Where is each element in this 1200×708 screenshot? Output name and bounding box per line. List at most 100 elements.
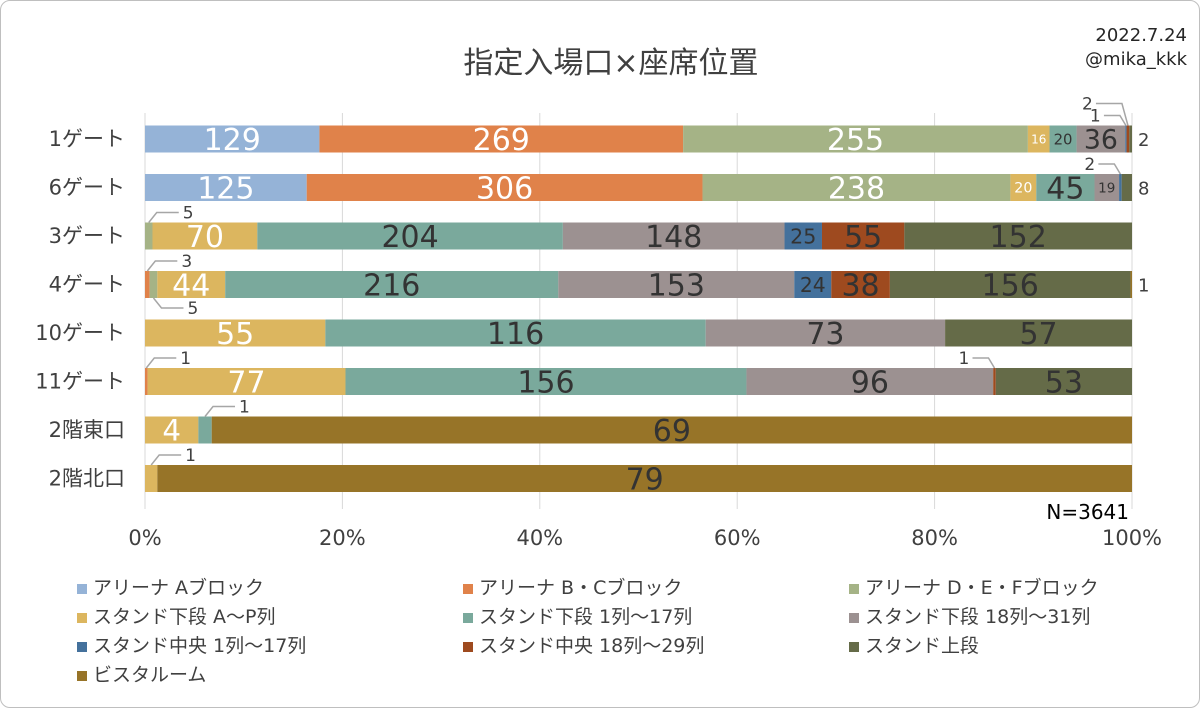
x-tick-label: 40% <box>516 526 563 550</box>
legend-label: アリーナ B・Cブロック <box>479 576 682 599</box>
chart-author: @mika_kkk <box>1085 49 1188 70</box>
data-label: 255 <box>827 123 884 158</box>
y-category-label: 4ゲート <box>49 273 125 297</box>
bar-segment <box>145 319 326 347</box>
legend-label: スタンド下段 A～P列 <box>93 606 276 628</box>
data-label: 306 <box>476 171 533 206</box>
bar-segment <box>145 271 150 298</box>
data-label: 25 <box>790 224 816 248</box>
x-tick-label: 60% <box>714 526 761 550</box>
legend-label: スタンド上段 <box>865 635 979 657</box>
data-label: 269 <box>473 123 530 158</box>
bar-segment <box>702 174 1011 201</box>
bar-segment <box>562 222 785 250</box>
leader-line <box>1095 102 1129 126</box>
bar-segment <box>945 319 1132 347</box>
x-tick-label: 100% <box>1102 526 1162 550</box>
legend-label: スタンド中央 1列～17列 <box>93 635 306 657</box>
legend-swatch <box>77 584 87 594</box>
legend-label: スタンド下段 18列～31列 <box>865 606 1090 628</box>
data-label: 38 <box>841 268 879 303</box>
legend-label: アリーナ Aブロック <box>93 576 264 599</box>
data-label: 216 <box>363 268 420 303</box>
data-label: 73 <box>806 317 844 352</box>
bar-segment <box>1010 174 1037 201</box>
bar-segment <box>157 271 226 298</box>
data-label: 45 <box>1046 171 1084 206</box>
legend-swatch <box>849 642 859 652</box>
bar-segment <box>705 319 946 347</box>
bar-segment <box>149 271 158 298</box>
data-label: 79 <box>626 462 664 497</box>
bar-segment <box>306 174 703 201</box>
data-label: 2 <box>1138 130 1149 151</box>
data-label: 5 <box>187 299 198 319</box>
bar-segment <box>993 368 996 395</box>
bar-segment <box>145 174 307 201</box>
data-label: 19 <box>1098 180 1115 196</box>
data-label: 53 <box>1045 365 1083 400</box>
bar-segment <box>558 271 795 298</box>
leader-line <box>204 405 236 417</box>
legend-swatch <box>463 642 473 652</box>
data-label: 55 <box>844 220 882 255</box>
legend-swatch <box>849 613 859 623</box>
total-count-label: N=3641 <box>1046 500 1129 524</box>
bar-segment <box>345 368 747 395</box>
data-label: 1 <box>185 446 196 466</box>
y-category-label: 10ゲート <box>35 321 125 345</box>
bar-segment <box>1119 174 1122 201</box>
data-label: 116 <box>487 317 544 352</box>
legend-label: スタンド下段 1列～17列 <box>479 606 692 628</box>
data-label: 96 <box>851 365 889 400</box>
data-label: 36 <box>1084 125 1118 156</box>
data-label: 4 <box>162 414 181 448</box>
bar-segment <box>157 465 1132 492</box>
data-label: 57 <box>1019 317 1057 352</box>
data-label: 1 <box>958 349 969 369</box>
bar-segment <box>1027 125 1050 153</box>
data-label: 204 <box>381 220 438 255</box>
legend-swatch <box>463 613 473 623</box>
leader-line <box>1098 163 1122 175</box>
data-label: 152 <box>990 220 1047 255</box>
leader-line <box>148 211 179 223</box>
data-label: 55 <box>216 317 254 352</box>
y-category-label: 3ゲート <box>49 224 125 248</box>
leader-line <box>150 454 182 466</box>
bar-segment <box>1094 174 1120 201</box>
bar-segment <box>1126 125 1130 153</box>
bar-segment <box>145 416 199 444</box>
data-label: 148 <box>645 220 702 255</box>
legend-label: ビスタルーム <box>93 664 206 686</box>
data-label: 153 <box>648 268 705 303</box>
bar-segment <box>821 222 905 250</box>
leader-line <box>972 357 996 369</box>
x-tick-label: 80% <box>911 526 958 550</box>
bar-segment <box>145 465 158 492</box>
bar-segment <box>147 368 346 395</box>
data-label: 156 <box>517 365 574 400</box>
data-label: 8 <box>1138 179 1149 200</box>
y-category-label: 1ゲート <box>49 127 125 151</box>
y-category-label: 6ゲート <box>49 176 125 200</box>
y-category-label: 2階東口 <box>49 418 125 442</box>
data-label: 2 <box>1082 95 1093 115</box>
legend-swatch <box>77 671 87 681</box>
bar-segment <box>325 319 706 347</box>
data-label: 44 <box>172 268 210 303</box>
data-label: 77 <box>227 365 265 400</box>
data-label: 69 <box>653 414 691 449</box>
data-label: 3 <box>181 252 192 272</box>
bar-segment <box>1121 174 1132 201</box>
bar-segment <box>889 271 1131 298</box>
bar-segment <box>1129 125 1132 153</box>
data-label: 5 <box>183 204 194 224</box>
bar-segment <box>746 368 994 395</box>
bar-segment <box>225 271 559 298</box>
legend-swatch <box>77 613 87 623</box>
legend-swatch <box>77 642 87 652</box>
bar-segment <box>784 222 822 250</box>
